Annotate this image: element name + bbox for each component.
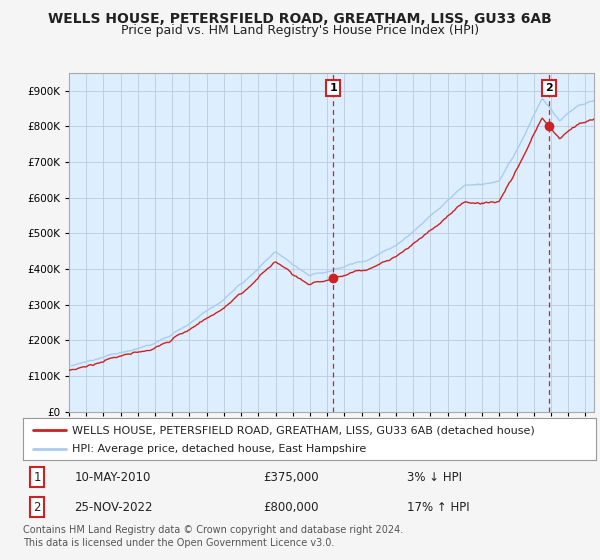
Text: 25-NOV-2022: 25-NOV-2022: [74, 501, 153, 514]
Text: Price paid vs. HM Land Registry's House Price Index (HPI): Price paid vs. HM Land Registry's House …: [121, 24, 479, 36]
Text: 17% ↑ HPI: 17% ↑ HPI: [407, 501, 469, 514]
Text: Contains HM Land Registry data © Crown copyright and database right 2024.
This d: Contains HM Land Registry data © Crown c…: [23, 525, 403, 548]
Text: WELLS HOUSE, PETERSFIELD ROAD, GREATHAM, LISS, GU33 6AB: WELLS HOUSE, PETERSFIELD ROAD, GREATHAM,…: [48, 12, 552, 26]
Text: 1: 1: [329, 83, 337, 93]
Text: 2: 2: [34, 501, 41, 514]
Text: £800,000: £800,000: [263, 501, 319, 514]
Text: 10-MAY-2010: 10-MAY-2010: [74, 470, 151, 483]
Text: 1: 1: [34, 470, 41, 483]
Text: 3% ↓ HPI: 3% ↓ HPI: [407, 470, 462, 483]
Text: WELLS HOUSE, PETERSFIELD ROAD, GREATHAM, LISS, GU33 6AB (detached house): WELLS HOUSE, PETERSFIELD ROAD, GREATHAM,…: [71, 425, 534, 435]
Text: £375,000: £375,000: [263, 470, 319, 483]
Text: HPI: Average price, detached house, East Hampshire: HPI: Average price, detached house, East…: [71, 445, 366, 454]
Text: 2: 2: [545, 83, 553, 93]
